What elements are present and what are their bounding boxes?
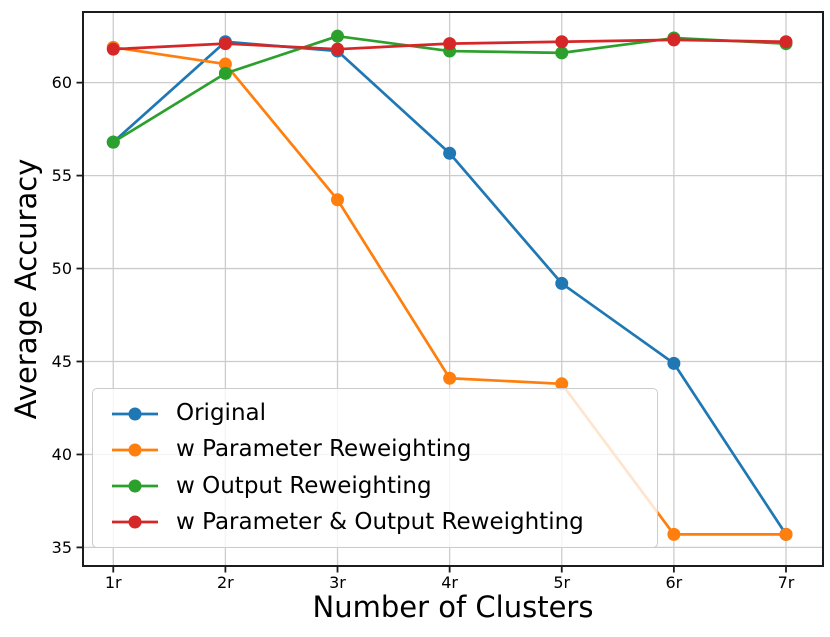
- legend-line-marker-icon: [112, 443, 158, 457]
- data-point: [667, 356, 681, 370]
- y-tick-label: 55: [52, 166, 72, 185]
- data-point: [106, 135, 120, 149]
- legend-label: Original: [176, 400, 267, 427]
- data-point: [218, 66, 232, 80]
- data-point: [555, 46, 569, 60]
- x-tick-label: 5r: [553, 573, 570, 592]
- data-point: [331, 193, 345, 207]
- data-point: [779, 527, 793, 541]
- data-point: [443, 146, 457, 160]
- data-point: [555, 377, 569, 391]
- y-tick-label: 35: [52, 538, 72, 557]
- legend-label: w Output Reweighting: [176, 472, 432, 499]
- legend-item-parameter-reweighting: w Parameter Reweighting: [111, 438, 657, 461]
- x-tick-label: 7r: [778, 573, 795, 592]
- chart-legend: Original w Parameter Reweighting w Outpu…: [92, 388, 658, 548]
- x-tick-label: 2r: [217, 573, 234, 592]
- x-tick-label: 1r: [105, 573, 122, 592]
- data-point: [106, 42, 120, 56]
- data-point: [218, 37, 232, 51]
- x-tick-label: 3r: [329, 573, 346, 592]
- legend-item-output-reweighting: w Output Reweighting: [111, 472, 657, 499]
- data-point: [443, 37, 457, 51]
- data-point: [218, 57, 232, 71]
- y-axis-label: Average Accuracy: [9, 158, 43, 420]
- series-3: [106, 33, 793, 56]
- y-axis-ticks: 35 40 45 50 55 60: [52, 73, 82, 557]
- data-point: [331, 29, 345, 43]
- legend-line-marker-icon: [112, 407, 158, 421]
- y-tick-label: 45: [52, 352, 72, 371]
- data-point: [443, 371, 457, 385]
- y-tick-label: 40: [52, 445, 72, 464]
- series-1: [106, 40, 793, 541]
- data-point: [331, 42, 345, 56]
- data-point: [667, 527, 681, 541]
- legend-line-marker-icon: [112, 515, 158, 529]
- data-point: [555, 35, 569, 49]
- legend-item-parameter-output-reweighting: w Parameter & Output Reweighting: [111, 508, 657, 535]
- data-point: [555, 276, 569, 290]
- legend-label: w Parameter & Output Reweighting: [176, 508, 584, 535]
- legend-label: w Parameter Reweighting: [176, 436, 472, 463]
- x-axis-label: Number of Clusters: [312, 590, 594, 624]
- data-point: [667, 33, 681, 47]
- axes-frame: [82, 11, 824, 567]
- x-axis-ticks: 1r 2r 3r 4r 5r 6r 7r: [105, 567, 795, 592]
- legend-line-marker-icon: [112, 479, 158, 493]
- y-tick-label: 50: [52, 259, 72, 278]
- y-tick-label: 60: [52, 73, 72, 92]
- data-point: [779, 35, 793, 49]
- x-tick-label: 4r: [441, 573, 458, 592]
- legend-item-original: Original: [111, 402, 657, 425]
- x-tick-label: 6r: [665, 573, 682, 592]
